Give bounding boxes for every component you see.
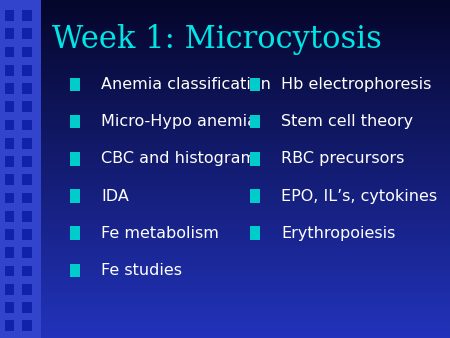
FancyBboxPatch shape <box>4 47 14 57</box>
Text: RBC precursors: RBC precursors <box>281 151 405 166</box>
FancyBboxPatch shape <box>250 78 260 91</box>
FancyBboxPatch shape <box>250 152 260 166</box>
FancyBboxPatch shape <box>70 189 80 203</box>
FancyBboxPatch shape <box>4 284 14 295</box>
FancyBboxPatch shape <box>0 0 40 338</box>
FancyBboxPatch shape <box>4 193 14 203</box>
FancyBboxPatch shape <box>250 226 260 240</box>
FancyBboxPatch shape <box>22 266 32 276</box>
FancyBboxPatch shape <box>70 78 80 91</box>
FancyBboxPatch shape <box>4 229 14 240</box>
FancyBboxPatch shape <box>70 115 80 128</box>
Text: Fe metabolism: Fe metabolism <box>101 226 219 241</box>
FancyBboxPatch shape <box>22 247 32 258</box>
FancyBboxPatch shape <box>22 211 32 222</box>
FancyBboxPatch shape <box>250 189 260 203</box>
FancyBboxPatch shape <box>22 174 32 185</box>
FancyBboxPatch shape <box>22 120 32 130</box>
FancyBboxPatch shape <box>4 28 14 39</box>
Text: IDA: IDA <box>101 189 129 203</box>
FancyBboxPatch shape <box>4 138 14 149</box>
Text: Stem cell theory: Stem cell theory <box>281 114 414 129</box>
FancyBboxPatch shape <box>22 229 32 240</box>
FancyBboxPatch shape <box>22 83 32 94</box>
FancyBboxPatch shape <box>22 65 32 76</box>
FancyBboxPatch shape <box>4 320 14 331</box>
Text: CBC and histogram: CBC and histogram <box>101 151 256 166</box>
Text: Anemia classification: Anemia classification <box>101 77 271 92</box>
Text: Week 1: Microcytosis: Week 1: Microcytosis <box>52 24 382 55</box>
FancyBboxPatch shape <box>4 120 14 130</box>
FancyBboxPatch shape <box>22 320 32 331</box>
FancyBboxPatch shape <box>4 174 14 185</box>
Text: EPO, IL’s, cytokines: EPO, IL’s, cytokines <box>281 189 437 203</box>
Text: Erythropoiesis: Erythropoiesis <box>281 226 396 241</box>
FancyBboxPatch shape <box>4 266 14 276</box>
FancyBboxPatch shape <box>22 10 32 21</box>
FancyBboxPatch shape <box>22 47 32 57</box>
FancyBboxPatch shape <box>250 115 260 128</box>
FancyBboxPatch shape <box>70 264 80 277</box>
FancyBboxPatch shape <box>4 101 14 112</box>
FancyBboxPatch shape <box>22 302 32 313</box>
FancyBboxPatch shape <box>4 211 14 222</box>
FancyBboxPatch shape <box>4 10 14 21</box>
FancyBboxPatch shape <box>4 83 14 94</box>
FancyBboxPatch shape <box>4 65 14 76</box>
FancyBboxPatch shape <box>22 156 32 167</box>
FancyBboxPatch shape <box>4 302 14 313</box>
FancyBboxPatch shape <box>22 138 32 149</box>
FancyBboxPatch shape <box>4 247 14 258</box>
Text: Fe studies: Fe studies <box>101 263 182 278</box>
FancyBboxPatch shape <box>70 226 80 240</box>
FancyBboxPatch shape <box>4 156 14 167</box>
FancyBboxPatch shape <box>22 193 32 203</box>
Text: Micro-Hypo anemia: Micro-Hypo anemia <box>101 114 257 129</box>
FancyBboxPatch shape <box>22 28 32 39</box>
FancyBboxPatch shape <box>22 101 32 112</box>
FancyBboxPatch shape <box>22 284 32 295</box>
FancyBboxPatch shape <box>70 152 80 166</box>
Text: Hb electrophoresis: Hb electrophoresis <box>281 77 432 92</box>
